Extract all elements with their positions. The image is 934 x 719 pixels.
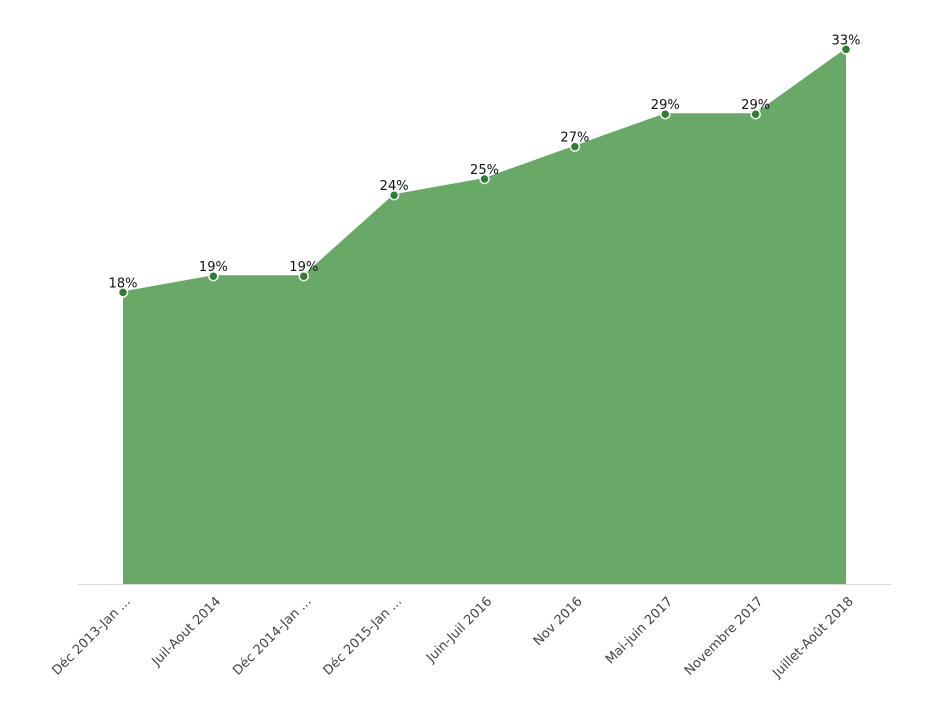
data-label: 18% bbox=[109, 276, 138, 291]
x-tick-label: Novembre 2017 bbox=[682, 594, 767, 679]
data-point bbox=[479, 173, 490, 185]
data-point bbox=[298, 270, 309, 282]
x-tick-label: Nov 2016 bbox=[531, 594, 586, 649]
data-label: 19% bbox=[289, 260, 318, 275]
x-tick-label: Déc 2015-Jan ... bbox=[321, 594, 405, 678]
data-point bbox=[569, 141, 581, 152]
x-tick-label: Déc 2014-Jan ... bbox=[230, 594, 314, 678]
data-label: 19% bbox=[199, 260, 228, 275]
data-label: 29% bbox=[651, 98, 680, 113]
x-tick-label: Déc 2013-Jan ... bbox=[49, 594, 133, 678]
x-axis-tick-labels: Déc 2013-Jan ... Juil-Aout 2014 Déc 2014-J… bbox=[49, 594, 856, 681]
data-point bbox=[750, 108, 761, 120]
data-label: 25% bbox=[470, 163, 499, 178]
data-point bbox=[388, 189, 400, 201]
area-layer bbox=[122, 48, 847, 584]
x-tick-label: Juillet-Août 2018 bbox=[769, 594, 856, 681]
data-point bbox=[840, 44, 852, 55]
x-tick-label: Juil-Aout 2014 bbox=[149, 594, 225, 670]
x-tick-label: Juin-Juil 2016 bbox=[423, 594, 495, 666]
data-label: 29% bbox=[741, 98, 770, 113]
data-label: 27% bbox=[560, 131, 589, 146]
data-point bbox=[660, 108, 671, 120]
data-point bbox=[117, 287, 129, 298]
marker-layer bbox=[117, 44, 852, 298]
data-point bbox=[208, 270, 219, 282]
data-label: 33% bbox=[832, 33, 861, 48]
x-tick-label: Mai-juin 2017 bbox=[603, 594, 676, 667]
data-label: 24% bbox=[380, 179, 409, 194]
area-fill bbox=[123, 49, 846, 584]
data-label-layer: 18% 19% 19% 24% 25% 27% 29% 29% 33% bbox=[109, 33, 861, 291]
